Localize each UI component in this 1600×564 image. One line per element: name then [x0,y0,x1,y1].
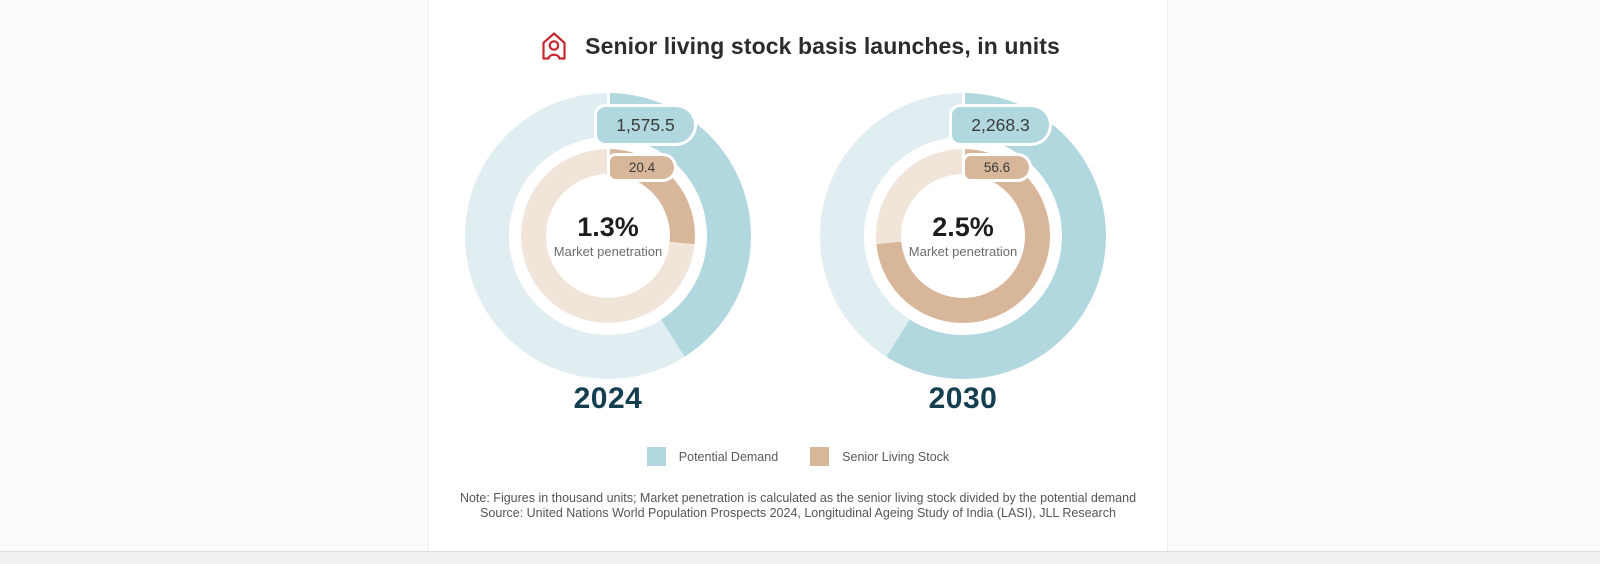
senior-living-stock-value-badge: 56.6 [965,156,1029,179]
market-penetration-caption: Market penetration [908,244,1018,260]
title-row: Senior living stock basis launches, in u… [428,28,1168,64]
potential-demand-value-badge: 1,575.5 [597,107,694,143]
inner-ring-separator [606,149,610,176]
donut-chart-2030: 2.5% Market penetration 2,268.3 56.6 [820,93,1106,379]
right-margin [1167,0,1600,564]
market-penetration-value: 1.3% [577,211,639,242]
potential-demand-value-badge: 2,268.3 [952,107,1049,143]
legend-label-potential-demand: Potential Demand [678,449,779,464]
donut-center-2024: 1.3% Market penetration [546,174,670,298]
donut-chart-2024: 1.3% Market penetration 1,575.5 20.4 [465,93,751,379]
legend-swatch-potential-demand [646,447,666,466]
bottom-strip [0,551,1600,564]
inner-ring-separator [961,149,965,176]
legend-item-potential-demand: Potential Demand [646,447,779,466]
market-penetration-caption: Market penetration [553,244,663,260]
donut-center-2030: 2.5% Market penetration [901,174,1025,298]
page-title: Senior living stock basis launches, in u… [585,32,1060,59]
left-margin [0,0,429,564]
note-line: Note: Figures in thousand units; Market … [459,491,1137,505]
chart-panel: Senior living stock basis launches, in u… [428,0,1168,564]
legend-item-senior-living-stock: Senior Living Stock [810,447,949,466]
house-person-icon [542,32,566,60]
legend-label-senior-living-stock: Senior Living Stock [842,449,950,464]
senior-living-stock-value-badge: 20.4 [610,156,674,179]
market-penetration-value: 2.5% [932,211,994,242]
source-line: Source: United Nations World Population … [480,506,1116,520]
year-label-2024: 2024 [573,382,643,415]
year-label-2030: 2030 [928,382,998,415]
legend-swatch-senior-living-stock [810,447,830,466]
footnote: Note: Figures in thousand units; Market … [428,491,1168,521]
legend: Potential Demand Senior Living Stock [428,447,1168,466]
